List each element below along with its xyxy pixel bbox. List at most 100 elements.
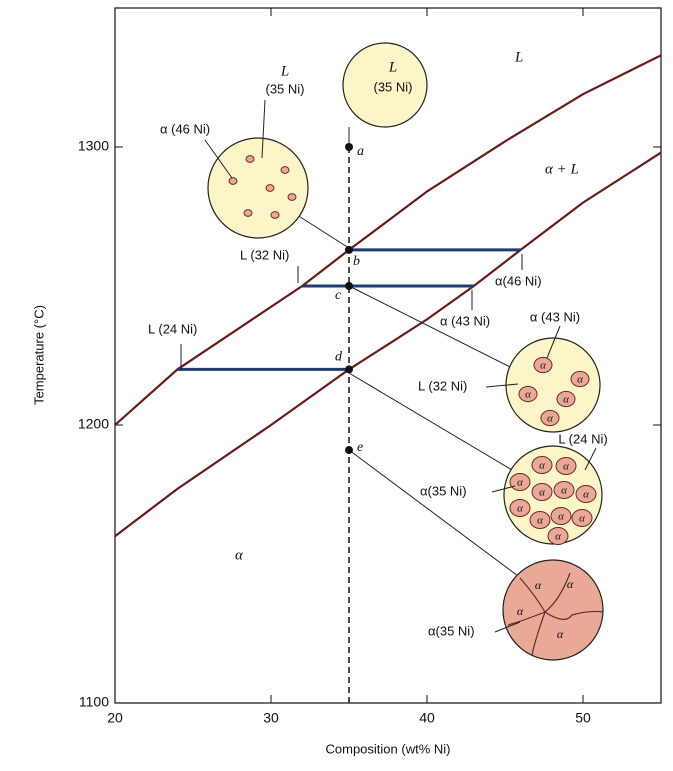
state-point [345,446,353,455]
connector [348,285,513,369]
arrow [204,139,233,179]
grain [518,385,538,403]
y-tick-label: 1300 [78,138,109,154]
grain [556,390,576,408]
connector [348,372,513,471]
grain [531,456,553,474]
microstructure [502,559,604,661]
grain-label: α [540,360,546,372]
state-point [345,143,353,151]
x-tick-label: 50 [575,710,591,726]
phase-boundary [114,151,662,538]
grain-label: α [563,461,569,473]
arrow [494,621,521,633]
arrow [491,485,516,493]
circle-label: α(35 Ni) [420,483,467,498]
arrow [584,447,597,471]
grain [571,509,593,527]
annotation: α(46 Ni) [495,273,542,288]
point-label: d [335,350,343,365]
grain [547,527,569,545]
grain [550,507,572,525]
state-point [345,245,353,254]
grain [228,177,238,185]
annotation: L (32 Ni) [240,247,289,262]
grain-label: α [539,487,545,499]
grain-label: α [517,604,524,618]
grain-boundary [531,611,546,656]
grain [280,166,290,174]
y-tick-label: 1200 [78,416,109,432]
grain-label: α [577,374,583,386]
circle-label: (35 Ni) [373,79,412,94]
grain-boundary [507,611,546,626]
connector [296,214,350,249]
circle-label: α(35 Ni) [428,623,475,638]
point-label: e [357,440,363,455]
grain [575,485,597,503]
grain [553,481,575,499]
grain-label: α [547,413,553,425]
grain-boundary [519,577,546,613]
point-label: b [353,254,360,269]
x-tick-label: 30 [263,710,279,726]
x-axis-label: Composition (wt% Ni) [326,741,451,756]
arrow [261,99,266,159]
grain-label: α [557,627,564,641]
circle-label: L [280,63,289,79]
state-point [345,365,353,374]
grain [270,211,280,219]
y-tick-label: 1100 [79,694,109,710]
grain-label: α [525,389,531,401]
grain-boundary [544,610,604,620]
grain [265,184,275,192]
grain-label: α [539,460,545,472]
annotation: L [514,49,523,65]
circle-label: (35 Ni) [265,81,304,96]
annotation: α + L [545,161,579,177]
connector [348,449,519,577]
plot-frame [114,7,662,704]
grain-label: α [567,577,574,591]
state-point [345,282,353,290]
grain [533,356,553,374]
circle-label: α (46 Ni) [160,121,210,136]
grain-boundary [544,572,571,613]
circle-label: α (43 Ni) [530,309,580,324]
grain [529,511,551,529]
point-label: a [357,144,364,159]
circle-label: L [388,59,397,75]
annotation: α [235,547,244,563]
grain-label: α [579,513,585,525]
microstructure [207,137,309,239]
circle-label: L (32 Ni) [418,378,467,393]
grain [570,370,590,388]
grain [509,499,531,517]
grain-label: α [537,515,543,527]
grain [245,155,255,163]
grain-label: α [535,578,542,592]
annotation: L (24 Ni) [148,321,197,336]
grain [243,209,253,217]
grain-label: α [517,477,523,489]
grain [540,409,560,427]
arrow [546,325,561,359]
grain [531,483,553,501]
x-tick-label: 40 [419,710,435,726]
point-label: c [335,288,342,303]
grain-label: α [517,503,523,515]
y-axis-label: Temperature (°C) [31,305,46,405]
phase-boundary [114,54,662,426]
grain [287,193,297,201]
grain-label: α [583,489,589,501]
grain-label: α [555,531,561,543]
grain-label: α [558,511,564,523]
grain [555,457,577,475]
grain-label: α [561,485,567,497]
annotation: α (43 Ni) [440,313,490,328]
grain-label: α [563,394,569,406]
arrow [485,383,519,388]
circle-label: L (24 Ni) [558,431,607,446]
microstructure [342,42,428,128]
